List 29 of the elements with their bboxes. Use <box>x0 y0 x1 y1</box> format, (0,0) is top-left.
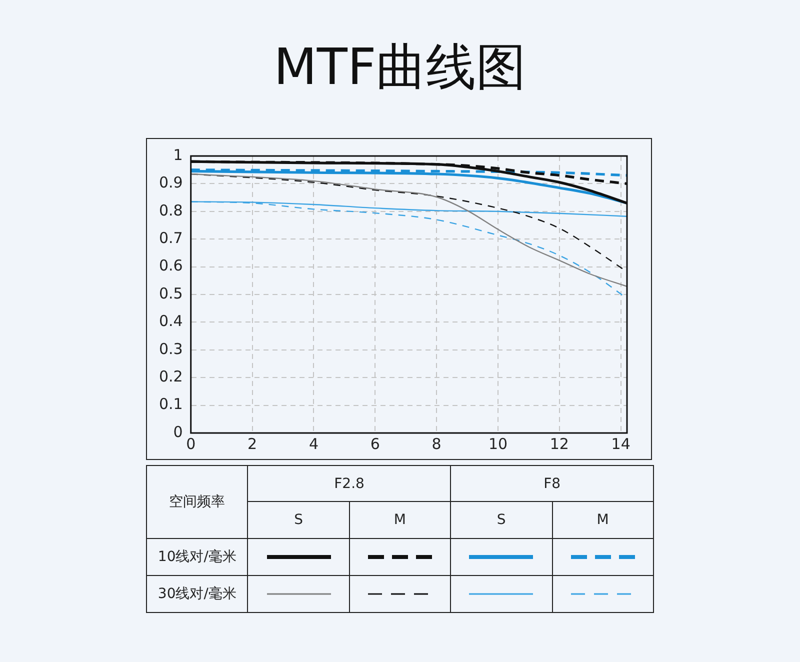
x-tick-label: 12 <box>550 434 569 453</box>
y-tick-label: 0.7 <box>158 228 183 247</box>
x-tick-label: 8 <box>432 434 442 453</box>
chart-title: MTF曲线图 <box>272 37 528 98</box>
y-tick-label: 0 <box>173 422 183 441</box>
y-tick-label: 1 <box>173 146 183 164</box>
y-tick-label: 0.3 <box>158 340 183 358</box>
y-tick-label: 0.5 <box>158 284 183 302</box>
text: F2.8 <box>248 466 451 502</box>
x-tick-label: 0 <box>186 434 196 453</box>
text: S <box>248 502 350 538</box>
x-tick-label: 14 <box>611 434 630 453</box>
text: 10线对/毫米 <box>146 538 248 576</box>
y-tick-label: 0.9 <box>158 174 183 192</box>
x-tick-label: 4 <box>308 434 318 453</box>
legend-title: 空间频率 <box>146 466 248 538</box>
x-tick-label: 6 <box>370 434 380 453</box>
text: M <box>552 502 654 538</box>
x-tick-label: 10 <box>488 434 508 453</box>
y-tick-label: 0.1 <box>158 395 183 414</box>
text: S <box>450 502 552 538</box>
y-tick-label: 0.8 <box>158 201 183 220</box>
x-tick-label: 2 <box>248 434 258 453</box>
text: F8 <box>450 466 654 502</box>
text: 30线对/毫米 <box>146 576 248 612</box>
text: M <box>349 502 451 538</box>
y-tick-label: 0.4 <box>158 312 183 330</box>
y-tick-label: 0.2 <box>158 367 183 386</box>
y-tick-label: 0.6 <box>158 256 183 275</box>
